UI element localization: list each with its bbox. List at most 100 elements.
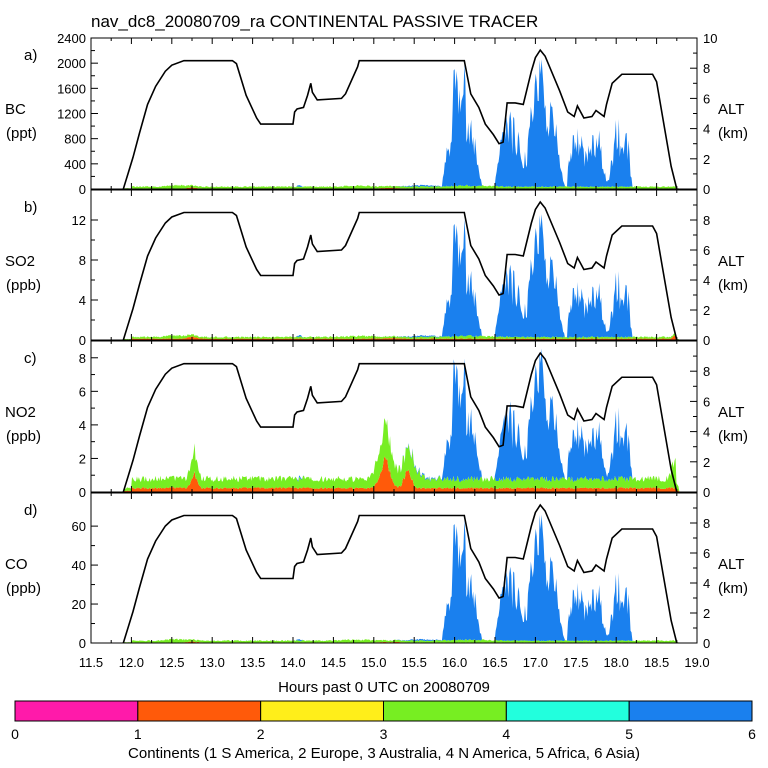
x-tick-label: 11.5 (79, 655, 103, 670)
alt-tick-label: 6 (703, 394, 710, 409)
alt-axis-label: ALT (718, 556, 744, 573)
y-tick-label: 1200 (57, 107, 86, 122)
colorbar-tick-label: 2 (257, 726, 265, 742)
y-tick-label: 8 (79, 351, 86, 366)
x-tick-label: 18.5 (644, 655, 669, 670)
y-tick-label: 12 (72, 213, 86, 228)
y-tick-label: 4 (79, 293, 86, 308)
alt-unit-label: (km) (718, 580, 748, 597)
y-tick-label: 1600 (57, 81, 86, 96)
colorbar-swatch (628, 700, 753, 722)
y-tick-label: 8 (79, 253, 86, 268)
colorbar-label: Continents (1 S America, 2 Europe, 3 Aus… (128, 745, 640, 762)
alt-unit-label: (km) (718, 125, 748, 142)
alt-tick-label: 0 (703, 485, 710, 500)
x-tick-label: 17.5 (563, 655, 588, 670)
species-label: BC (5, 101, 26, 118)
alt-axis-label: ALT (718, 101, 744, 118)
unit-label: (ppb) (6, 580, 41, 597)
panel-bc: 0 400 800 1200 1600 2000 2400 0 2 4 6 8 10 a) BC (ppt) A… (5, 31, 748, 197)
species-label: CO (5, 556, 28, 573)
alt-tick-label: 6 (703, 243, 710, 258)
y-tick-label: 6 (79, 384, 86, 399)
panel-co: 0 20 40 60 0 2 4 6 8 d) CO (ppb) ALT (km) (5, 492, 748, 651)
alt-axis-label: ALT (718, 404, 744, 421)
alt-tick-label: 2 (703, 152, 710, 167)
alt-tick-label: 0 (703, 636, 710, 651)
colorbar-tick-label: 1 (134, 726, 142, 742)
colorbar-tick-label: 3 (380, 726, 388, 742)
colorbar-swatch (14, 700, 139, 722)
x-tick-label: 16.0 (442, 655, 467, 670)
panel-no2: 0 2 4 6 8 0 2 4 6 8 c) NO2 (ppb) ALT (km) (5, 340, 748, 500)
unit-label: (ppb) (6, 277, 41, 294)
panel-letter: d) (24, 502, 37, 519)
x-axis-label: Hours past 0 UTC on 20080709 (278, 679, 490, 696)
alt-tick-label: 10 (703, 31, 717, 46)
alt-tick-label: 0 (703, 182, 710, 197)
panel-so2: 0 4 8 12 0 2 4 6 8 b) SO2 (ppb) ALT (km) (5, 189, 748, 348)
species-label: NO2 (5, 404, 36, 421)
y-tick-label: 0 (79, 485, 86, 500)
tracer-layer-asia (91, 214, 697, 340)
tracer-layer-asia (91, 59, 697, 189)
y-tick-label: 400 (64, 157, 86, 172)
altitude-line (122, 200, 678, 341)
colorbar-swatch (137, 700, 262, 722)
x-tick-label: 14.0 (280, 655, 305, 670)
species-label: SO2 (5, 253, 35, 270)
alt-tick-label: 2 (703, 303, 710, 318)
alt-tick-label: 8 (703, 364, 710, 379)
alt-tick-label: 8 (703, 213, 710, 228)
colorbar-swatch (383, 700, 507, 722)
colorbar-tick-label: 5 (625, 726, 633, 742)
y-tick-label: 40 (72, 558, 86, 573)
unit-label: (ppt) (6, 125, 37, 142)
alt-axis-label: ALT (718, 253, 744, 270)
x-tick-label: 15.0 (361, 655, 386, 670)
alt-unit-label: (km) (718, 277, 748, 294)
panel-letter: b) (24, 199, 37, 216)
x-tick-label: 15.5 (402, 655, 427, 670)
y-tick-label: 4 (79, 418, 86, 433)
x-tick-label: 16.5 (482, 655, 507, 670)
y-tick-label: 2000 (57, 56, 86, 71)
alt-tick-label: 4 (703, 576, 710, 591)
x-tick-label: 13.0 (200, 655, 225, 670)
x-tick-label: 13.5 (240, 655, 265, 670)
unit-label: (ppb) (6, 428, 41, 445)
altitude-line (122, 48, 678, 190)
x-tick-labels: 11.5 12.0 12.5 13.0 13.5 14.0 14.5 15.0 15.5 16.0… (79, 655, 710, 670)
x-tick-label: 18.0 (604, 655, 629, 670)
alt-tick-label: 4 (703, 273, 710, 288)
alt-tick-label: 4 (703, 122, 710, 137)
colorbar: 0 1 2 3 4 5 6 (11, 700, 756, 742)
tracer-layer-n-america (91, 418, 697, 492)
colorbar-swatch (505, 700, 630, 722)
colorbar-tick-label: 4 (502, 726, 510, 742)
colorbar-tick-label: 0 (11, 726, 19, 742)
tracer-layer-asia (91, 348, 697, 492)
x-tick-label: 14.5 (321, 655, 346, 670)
x-tick-label: 19.0 (684, 655, 709, 670)
y-tick-label: 800 (64, 132, 86, 147)
alt-unit-label: (km) (718, 428, 748, 445)
y-tick-label: 2400 (57, 31, 86, 46)
altitude-line (122, 351, 678, 493)
alt-tick-label: 0 (703, 333, 710, 348)
alt-tick-label: 8 (703, 61, 710, 76)
y-tick-label: 0 (79, 333, 86, 348)
y-tick-label: 20 (72, 597, 86, 612)
x-tick-label: 12.0 (119, 655, 144, 670)
tracer-layer-n-america (91, 333, 697, 340)
panel-letter: a) (24, 47, 37, 64)
panel-letter: c) (24, 350, 37, 367)
x-tick-label: 12.5 (159, 655, 184, 670)
x-tick-label: 17.0 (523, 655, 548, 670)
alt-tick-label: 8 (703, 516, 710, 531)
y-tick-label: 2 (79, 451, 86, 466)
alt-tick-label: 6 (703, 91, 710, 106)
alt-tick-label: 2 (703, 606, 710, 621)
y-tick-label: 0 (79, 182, 86, 197)
